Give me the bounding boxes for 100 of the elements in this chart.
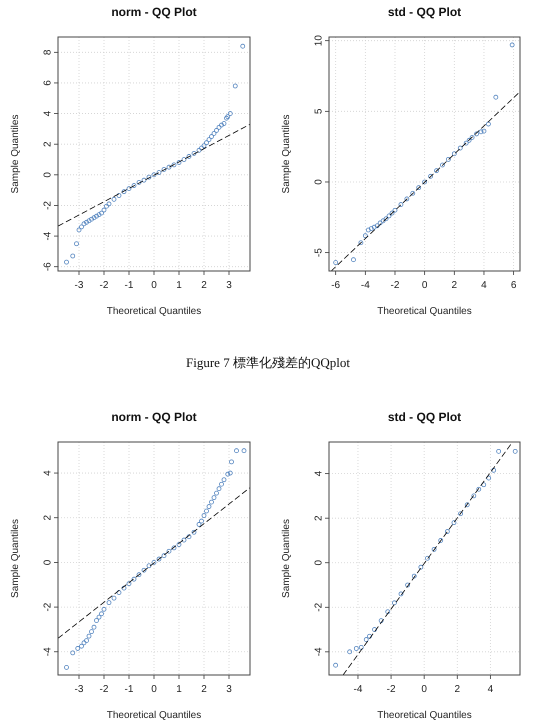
point xyxy=(206,137,212,142)
point xyxy=(79,224,84,230)
x-axis-title: Theoretical Quantiles xyxy=(377,306,472,317)
point xyxy=(89,629,94,634)
point xyxy=(452,520,456,526)
point xyxy=(219,482,224,487)
point xyxy=(486,476,492,480)
point xyxy=(75,646,80,651)
point xyxy=(186,154,192,159)
point xyxy=(176,542,182,547)
point xyxy=(106,600,112,606)
point xyxy=(152,560,156,565)
point xyxy=(126,186,132,192)
point xyxy=(216,486,222,492)
chart-title: norm - QQ Plot xyxy=(111,5,197,19)
point xyxy=(228,111,233,116)
point xyxy=(192,530,196,535)
point xyxy=(386,213,392,218)
point xyxy=(385,609,390,614)
point xyxy=(86,218,92,224)
chart-title: std - QQ Plot xyxy=(388,5,462,19)
point xyxy=(242,448,246,454)
y-axis-title: Sample Quantiles xyxy=(281,114,292,194)
x-tick-label: 4 xyxy=(481,280,488,291)
x-tick-label: -6 xyxy=(331,280,341,291)
point xyxy=(102,208,106,212)
point xyxy=(212,131,216,136)
point xyxy=(214,490,219,496)
caption: Figure 7 標準化殘差的QQplot xyxy=(186,355,350,370)
point xyxy=(202,513,206,518)
point xyxy=(192,150,196,156)
point xyxy=(398,592,404,596)
point xyxy=(102,606,106,612)
point xyxy=(86,634,92,639)
point xyxy=(132,576,136,582)
point xyxy=(104,204,109,209)
point xyxy=(152,172,156,178)
point xyxy=(471,494,476,498)
point xyxy=(512,448,518,454)
x-tick-label: -3 xyxy=(74,280,84,291)
point xyxy=(166,164,172,170)
point xyxy=(368,226,374,232)
point xyxy=(126,581,132,586)
point xyxy=(142,178,146,183)
y-tick-label: 0 xyxy=(314,560,324,566)
point xyxy=(116,193,122,198)
x-tick-label: -2 xyxy=(390,280,400,291)
y-tick-label: 4 xyxy=(314,470,324,476)
point xyxy=(434,168,439,174)
y-tick-label: 0 xyxy=(42,172,54,178)
x-tick-label: -3 xyxy=(74,684,84,695)
point xyxy=(422,180,428,184)
point xyxy=(416,185,422,190)
point xyxy=(333,260,338,265)
point xyxy=(466,138,472,143)
point xyxy=(392,208,398,213)
y-tick-label: -5 xyxy=(314,248,324,258)
point xyxy=(491,468,496,473)
point xyxy=(378,220,383,226)
point xyxy=(204,140,209,146)
point xyxy=(240,44,246,49)
y-tick-label: 10 xyxy=(314,34,324,46)
x-tick-label: -2 xyxy=(100,684,109,695)
point xyxy=(182,157,186,162)
point xyxy=(122,586,126,590)
point xyxy=(204,508,209,514)
x-tick-label: 0 xyxy=(151,280,158,291)
point xyxy=(216,124,222,130)
point xyxy=(362,233,368,238)
point xyxy=(176,160,182,165)
y-tick-label: 4 xyxy=(42,470,54,476)
point xyxy=(398,202,404,207)
point xyxy=(384,216,388,222)
point xyxy=(474,132,479,136)
point xyxy=(366,228,371,232)
y-tick-label: 5 xyxy=(314,108,324,114)
x-tick-label: 2 xyxy=(454,684,460,695)
point xyxy=(92,624,96,630)
y-tick-label: 0 xyxy=(42,559,54,566)
point xyxy=(470,135,474,140)
point xyxy=(186,534,192,540)
x-tick-label: 0 xyxy=(151,684,158,695)
point xyxy=(452,151,457,156)
point xyxy=(351,257,356,262)
point xyxy=(79,644,84,649)
y-tick-label: 8 xyxy=(42,49,54,56)
point xyxy=(405,582,410,588)
y-tick-label: -2 xyxy=(42,200,54,210)
x-tick-label: 2 xyxy=(201,684,208,695)
point xyxy=(96,212,102,218)
point xyxy=(116,590,122,595)
point xyxy=(89,216,94,222)
point xyxy=(136,572,142,578)
x-tick-label: 1 xyxy=(176,280,182,291)
point xyxy=(199,518,204,524)
point xyxy=(476,486,482,492)
point xyxy=(199,146,204,150)
x-axis-title: Theoretical Quantiles xyxy=(377,710,472,721)
point xyxy=(196,522,202,527)
point xyxy=(209,500,214,504)
